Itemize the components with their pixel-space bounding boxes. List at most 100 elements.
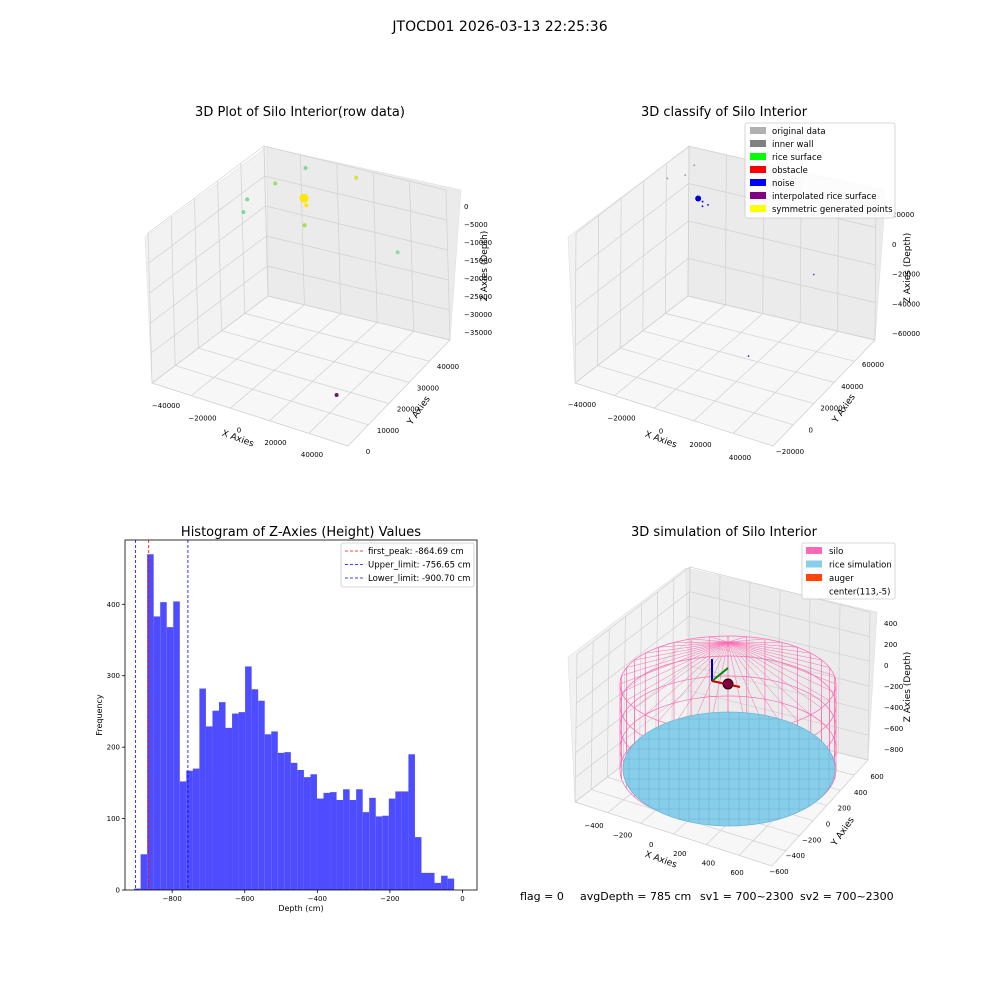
simulation-y-tick-label: −400 [786, 852, 805, 860]
simulation-y-tick-label: −600 [769, 868, 788, 876]
histogram-bar [277, 752, 285, 890]
raw-data-point [334, 392, 339, 397]
simulation-z-tick-label: −400 [884, 704, 903, 712]
auger-marker [711, 659, 741, 690]
classify-x-tick-label: −40000 [568, 401, 596, 409]
simulation-y-tick-label: 200 [838, 805, 851, 813]
y-tick-label: 300 [107, 672, 120, 680]
simulation-x-tick-label: 200 [673, 850, 686, 858]
histogram-bar [179, 781, 187, 890]
raw-data-3d-plot: 3D Plot of Silo Interior(row data) −4000… [144, 105, 492, 459]
legend-label: inner wall [772, 140, 813, 150]
simulation-z-tick-label: 400 [884, 620, 897, 628]
legend-label: interpolated rice surface [772, 192, 877, 202]
silo-roof-spoke [727, 641, 811, 716]
raw-z-tick-labels: 0 −5000 −10000 −15000 −20000 −25000 −30000 −350… [464, 203, 492, 337]
silo-simulation-3d: 3D simulation of Silo Interior −400 −200 0… [567, 525, 913, 877]
classify-x-tick-label: 0 [659, 428, 663, 436]
silo-roof-spoke [727, 641, 798, 648]
raw-plot-title: 3D Plot of Silo Interior(row data) [195, 105, 405, 120]
x-tick-label: −200 [380, 895, 399, 903]
simulation-y-axis-label: Y Axies [829, 815, 857, 848]
classify-plot-points [666, 164, 815, 358]
histogram-bar [336, 800, 344, 890]
legend-swatch [750, 166, 766, 173]
classify-y-tick-label: 60000 [862, 361, 884, 369]
legend-swatch [750, 153, 766, 160]
legend-swatch [750, 140, 766, 147]
histogram-bar [375, 816, 383, 890]
classify-legend: original data inner wall rice surface obsta… [744, 122, 896, 219]
classify-3d-plot: 3D classify of Silo Interior −40000 −2000… [567, 105, 920, 462]
silo-roof-spoke [709, 636, 729, 643]
classified-point [747, 355, 750, 358]
classify-x-tick-label: 20000 [689, 441, 711, 449]
avg-depth-status: avgDepth = 785 cm [580, 890, 691, 903]
histogram-bar [349, 800, 357, 890]
histogram-bar [297, 770, 304, 890]
silo-roof-spoke [727, 641, 830, 668]
legend-label: obstacle [772, 166, 808, 176]
histogram-bar [218, 702, 226, 890]
histogram-bar [212, 710, 219, 890]
histogram-bar [160, 602, 167, 890]
histogram-bar [290, 762, 298, 890]
silo-roof-spoke [727, 641, 835, 676]
x-tick-label: 0 [460, 895, 464, 903]
simulation-legend: silo rice simulation auger center(113,-5) [801, 542, 896, 600]
legend-swatch [806, 560, 822, 568]
raw-plot-grid [147, 145, 451, 447]
histogram-bar [421, 872, 429, 890]
legend-label: symmetric generated points [772, 205, 893, 215]
depth-histogram: Histogram of Z-Axies (Height) Values −80… [95, 525, 478, 913]
raw-z-tick-label: −5000 [464, 221, 488, 229]
figure-title: JTOCD01 2026-03-13 22:25:36 [391, 19, 607, 35]
classify-z-tick-label: −20000 [892, 271, 920, 279]
classify-y-tick-label: 0 [809, 426, 813, 434]
legend-swatch [750, 127, 766, 134]
y-tick-label: 400 [107, 601, 120, 609]
legend-label: original data [772, 127, 826, 137]
raw-y-tick-labels: 0 10000 20000 30000 40000 [366, 363, 459, 456]
classify-plot-title: 3D classify of Silo Interior [641, 105, 808, 120]
histogram-bar [441, 875, 448, 890]
classify-y-tick-labels: −20000 0 20000 40000 60000 [776, 361, 884, 456]
silo-roof-spoke [634, 641, 729, 661]
histogram-bar [395, 791, 402, 890]
classified-point [693, 164, 696, 167]
y-tick-label: 200 [107, 744, 120, 752]
histogram-bar [232, 713, 239, 890]
simulation-x-tick-label: 400 [702, 860, 715, 868]
simulation-x-tick-label: 600 [730, 869, 743, 877]
histogram-bar [316, 798, 324, 890]
simulation-y-tick-label: 400 [854, 789, 867, 797]
classify-y-tick-label: 40000 [841, 383, 863, 391]
raw-z-tick-label: 0 [464, 203, 468, 211]
histogram-bar [199, 688, 206, 890]
raw-y-tick-label: 20000 [397, 406, 419, 414]
histogram-bar [238, 712, 246, 890]
classified-point [707, 203, 709, 206]
histogram-bar [166, 627, 174, 890]
simulation-y-tick-label: 600 [870, 773, 883, 781]
raw-z-tick-label: −20000 [464, 275, 492, 283]
silo-roof-spoke [645, 641, 729, 716]
legend-swatch [806, 547, 822, 554]
x-tick-label: −800 [163, 895, 182, 903]
silo-roof-spoke [727, 638, 765, 643]
classify-x-tick-labels: −40000 −20000 0 20000 40000 [568, 401, 751, 462]
silo-roof-spoke [626, 641, 729, 701]
silo-roof-spoke [658, 641, 729, 648]
histogram-bar [140, 854, 148, 890]
histogram-bar [408, 754, 415, 890]
raw-plot-panes [144, 146, 462, 447]
histogram-y-axis-label: Frequency [95, 694, 104, 736]
histogram-y-ticks: 0 100 200 300 400 [107, 601, 125, 895]
histogram-bar [303, 777, 311, 890]
histogram-x-axis-label: Depth (cm) [278, 904, 323, 913]
histogram-bar [434, 882, 442, 890]
histogram-x-ticks: −800 −600 −400 −200 0 [163, 890, 465, 903]
raw-y-tick-label: 30000 [417, 384, 439, 392]
histogram-bars [134, 554, 455, 890]
